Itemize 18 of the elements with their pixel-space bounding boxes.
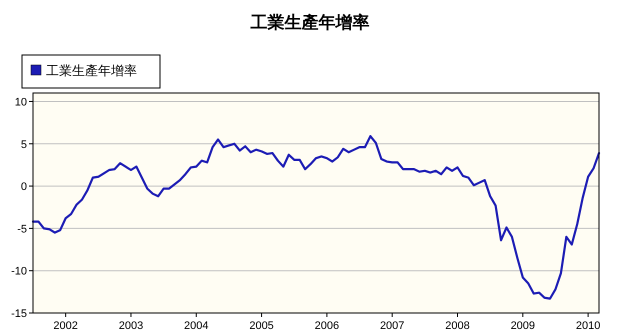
x-tick-label: 2007 — [380, 320, 404, 332]
x-tick-label: 2010 — [576, 320, 600, 332]
y-tick-label: -10 — [11, 266, 27, 278]
x-tick-label: 2003 — [118, 320, 144, 332]
y-tick-label: -5 — [17, 223, 27, 236]
x-tick-label: 2004 — [184, 320, 209, 332]
chart-title: 工業生產年增率 — [250, 13, 370, 32]
legend-label: 工業生產年增率 — [46, 63, 137, 78]
x-tick-label: 2008 — [445, 320, 470, 332]
x-tick-label: 2009 — [510, 320, 536, 332]
x-tick-label: 2006 — [314, 320, 340, 332]
y-tick-label: 0 — [20, 181, 27, 194]
y-tick-label: 10 — [14, 96, 27, 108]
y-tick-label: 5 — [20, 138, 27, 151]
x-tick-label: 2002 — [53, 320, 78, 332]
y-tick-label: -15 — [11, 308, 27, 320]
x-tick-label: 2005 — [249, 320, 274, 332]
line-series — [32, 135, 600, 300]
